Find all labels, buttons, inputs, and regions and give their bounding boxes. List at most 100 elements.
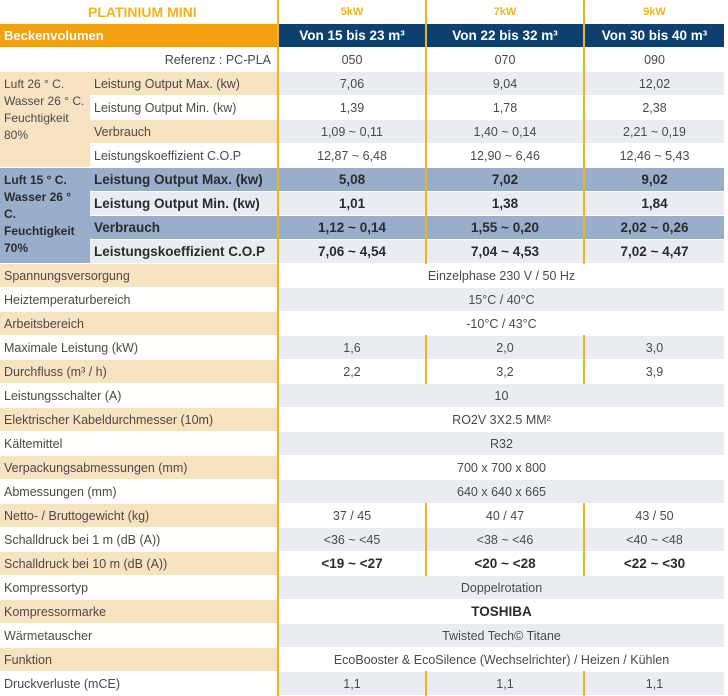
reference-9kw: 090 [583, 47, 724, 72]
reference-row: Referenz : PC-PLA 050 070 090 [0, 47, 724, 72]
g1-value: 12,87 ~ 6,48 [277, 143, 426, 168]
spec-label: Leistungsschalter (A) [0, 383, 278, 408]
g2-label: Leistungskoeffizient C.O.P [90, 239, 278, 264]
g2-value: 7,02 [425, 167, 584, 192]
g1-value: 1,40 ~ 0,14 [425, 119, 584, 144]
spec-value: 15°C / 40°C [277, 287, 724, 312]
spec-row: Spannungsversorgung Einzelphase 230 V / … [0, 263, 724, 288]
spec-value: 10 [277, 383, 724, 408]
power-9kw: 9kW [583, 0, 724, 24]
spec-label: Kompressortyp [0, 575, 278, 600]
spec-value: 3,9 [583, 359, 724, 384]
spec-value: <40 ~ <48 [583, 527, 724, 552]
spec-row: Netto- / Bruttogewicht (kg) 37 / 45 40 /… [0, 503, 724, 528]
spec-label: Abmessungen (mm) [0, 479, 278, 504]
spec-row: Funktion EcoBooster & EcoSilence (Wechse… [0, 647, 724, 672]
g1-value: 9,04 [425, 71, 584, 96]
spec-value: 3,2 [425, 359, 584, 384]
spec-row: Heiztemperaturbereich 15°C / 40°C [0, 287, 724, 312]
g2-value: 1,12 ~ 0,14 [277, 215, 426, 240]
g1-value: 7,06 [277, 71, 426, 96]
g1-value: 1,39 [277, 95, 426, 120]
spec-row: Schalldruck bei 10 m (dB (A)) <19 ~ <27 … [0, 551, 724, 576]
g2-condition: Luft 15 ° C. Wasser 26 ° C. Feuchtigkeit… [0, 167, 90, 264]
g1-row-4: Leistungskoeffizient C.O.P 12,87 ~ 6,48 … [0, 143, 724, 168]
spec-value: TOSHIBA [277, 599, 724, 624]
g2-row-2: Leistung Output Min. (kw) 1,01 1,38 1,84 [0, 191, 724, 216]
spec-value: 37 / 45 [277, 503, 426, 528]
spec-label: Maximale Leistung (kW) [0, 335, 278, 360]
spec-value: 1,1 [425, 671, 584, 696]
spec-row: Maximale Leistung (kW) 1,6 2,0 3,0 [0, 335, 724, 360]
g1-value: 12,46 ~ 5,43 [583, 143, 724, 168]
spec-row: Arbeitsbereich -10°C / 43°C [0, 311, 724, 336]
spec-label: Spannungsversorgung [0, 263, 278, 288]
spec-label: Durchfluss (m³ / h) [0, 359, 278, 384]
g1-value: 12,02 [583, 71, 724, 96]
spec-value: -10°C / 43°C [277, 311, 724, 336]
spec-label: Elektrischer Kabeldurchmesser (10m) [0, 407, 278, 432]
g1-label: Verbrauch [90, 119, 278, 144]
spec-row: Kompressortyp Doppelrotation [0, 575, 724, 600]
spec-value: 1,1 [583, 671, 724, 696]
spec-label: Netto- / Bruttogewicht (kg) [0, 503, 278, 528]
g2-value: 7,04 ~ 4,53 [425, 239, 584, 264]
spec-row: Wärmetauscher Twisted Tech© Titane [0, 623, 724, 648]
g2-row-1: Luft 15 ° C. Wasser 26 ° C. Feuchtigkeit… [0, 167, 724, 264]
spec-label: Schalldruck bei 10 m (dB (A)) [0, 551, 278, 576]
spec-row: Leistungsschalter (A) 10 [0, 383, 724, 408]
g2-value: 5,08 [277, 167, 426, 192]
spec-value: R32 [277, 431, 724, 456]
spec-label: Funktion [0, 647, 278, 672]
spec-value: 3,0 [583, 335, 724, 360]
reference-5kw: 050 [277, 47, 426, 72]
g1-row-2: Leistung Output Min. (kw) 1,39 1,78 2,38 [0, 95, 724, 120]
spec-value: 1,1 [277, 671, 426, 696]
power-5kw: 5kW [277, 0, 426, 24]
g2-value: 2,02 ~ 0,26 [583, 215, 724, 240]
g2-value: 1,55 ~ 0,20 [425, 215, 584, 240]
spec-row: Druckverluste (mCE) 1,1 1,1 1,1 [0, 671, 724, 696]
spec-value: Doppelrotation [277, 575, 724, 600]
spec-value: <22 ~ <30 [583, 551, 724, 576]
spec-value: <36 ~ <45 [277, 527, 426, 552]
spec-value: 40 / 47 [425, 503, 584, 528]
spec-value: 2,0 [425, 335, 584, 360]
volume-row: Beckenvolumen Von 15 bis 23 m³ Von 22 bi… [0, 23, 724, 48]
spec-label: Schalldruck bei 1 m (dB (A)) [0, 527, 278, 552]
power-7kw: 7kW [425, 0, 584, 24]
g1-label: Leistungskoeffizient C.O.P [90, 143, 278, 168]
spec-label: Kompressormarke [0, 599, 278, 624]
spec-value: Einzelphase 230 V / 50 Hz [277, 263, 724, 288]
spec-value: EcoBooster & EcoSilence (Wechselrichter)… [277, 647, 724, 672]
g1-label: Leistung Output Min. (kw) [90, 95, 278, 120]
spec-row: Kompressormarke TOSHIBA [0, 599, 724, 624]
g2-value: 1,84 [583, 191, 724, 216]
g1-value: 1,09 ~ 0,11 [277, 119, 426, 144]
g2-value: 1,38 [425, 191, 584, 216]
spec-value: Twisted Tech© Titane [277, 623, 724, 648]
spec-value: <38 ~ <46 [425, 527, 584, 552]
spec-value: 700 x 700 x 800 [277, 455, 724, 480]
product-title: PLATINIUM MINI [0, 0, 278, 24]
spec-row: Schalldruck bei 1 m (dB (A)) <36 ~ <45 <… [0, 527, 724, 552]
g2-value: 9,02 [583, 167, 724, 192]
volume-7kw: Von 22 bis 32 m³ [425, 23, 584, 48]
g2-row-4: Leistungskoeffizient C.O.P 7,06 ~ 4,54 7… [0, 239, 724, 264]
spec-row: Verpackungsabmessungen (mm) 700 x 700 x … [0, 455, 724, 480]
g1-label: Leistung Output Max. (kw) [90, 71, 278, 96]
g2-label: Verbrauch [90, 215, 278, 240]
g2-value: 1,01 [277, 191, 426, 216]
g2-label: Leistung Output Min. (kw) [90, 191, 278, 216]
g1-value: 2,21 ~ 0,19 [583, 119, 724, 144]
g1-value: 2,38 [583, 95, 724, 120]
g1-condition: Luft 26 ° C. Wasser 26 ° C. Feuchtigkeit… [0, 71, 90, 168]
spec-label: Heiztemperaturbereich [0, 287, 278, 312]
reference-label: Referenz : PC-PLA [0, 47, 278, 72]
g1-value: 12,90 ~ 6,46 [425, 143, 584, 168]
spec-label: Arbeitsbereich [0, 311, 278, 336]
spec-label: Druckverluste (mCE) [0, 671, 278, 696]
spec-value: <20 ~ <28 [425, 551, 584, 576]
spec-label: Kältemittel [0, 431, 278, 456]
